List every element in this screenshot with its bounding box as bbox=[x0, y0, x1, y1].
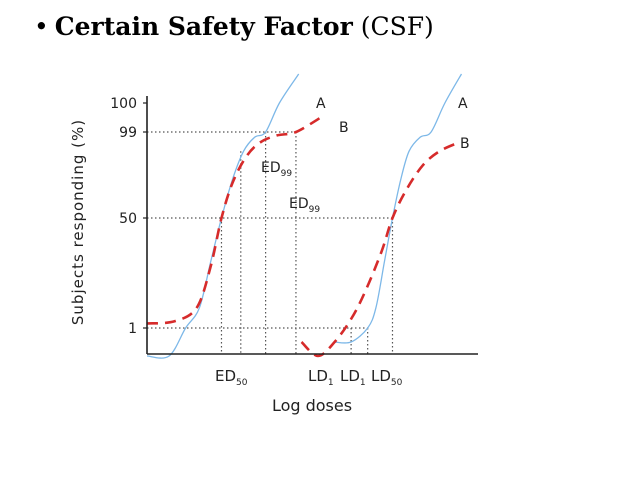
x-annotation-ld50-3: LD50 bbox=[371, 367, 403, 388]
y-axis-label: Subjects responding (%) bbox=[69, 119, 87, 325]
curve-label-a-2: A bbox=[458, 96, 468, 112]
title-abbreviation-text: (CSF) bbox=[352, 12, 434, 41]
chart-text: 100 99 50 1 Subjects responding (%) Log doses… bbox=[69, 96, 470, 415]
y-tick-label-100: 100 bbox=[110, 96, 137, 112]
reference-lines bbox=[147, 131, 394, 354]
x-annotation-ld1-1: LD1 bbox=[308, 367, 334, 388]
title-bold-text: Certain Safety Factor bbox=[54, 12, 353, 41]
x-annotation-ed50-0: ED50 bbox=[215, 367, 248, 388]
curve-label-b-1: B bbox=[339, 120, 349, 136]
x-axis-label: Log doses bbox=[272, 396, 352, 415]
curve-label-b-3: B bbox=[460, 136, 470, 152]
y-tick-label-1: 1 bbox=[128, 321, 137, 337]
curve-lethal-b bbox=[300, 141, 460, 358]
bullet: • bbox=[34, 12, 49, 41]
slide-title: • Certain Safety Factor (CSF) bbox=[34, 12, 434, 41]
curve-annotation-ed99-0: ED99 bbox=[261, 160, 292, 179]
y-tick-label-50: 50 bbox=[119, 211, 137, 227]
curve-lethal-a bbox=[334, 73, 463, 344]
dose-response-curves bbox=[146, 73, 463, 359]
y-tick-label-99: 99 bbox=[119, 125, 137, 141]
curve-label-a-0: A bbox=[316, 96, 326, 112]
curve-annotation-ed99-1: ED99 bbox=[289, 196, 320, 215]
x-annotation-ld1-2: LD1 bbox=[340, 367, 366, 388]
curve-effective-b bbox=[146, 116, 322, 325]
axes bbox=[143, 96, 478, 355]
